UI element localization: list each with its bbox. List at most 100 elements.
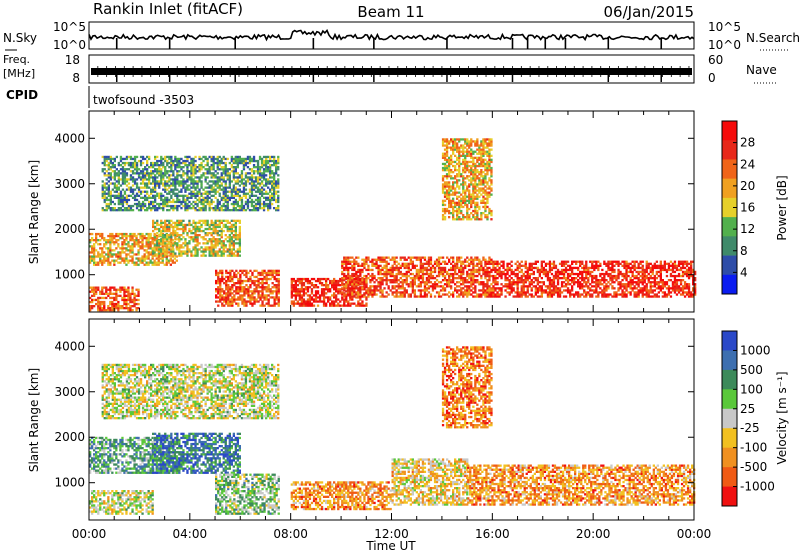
range-cell <box>125 299 127 301</box>
range-cell <box>406 263 408 265</box>
range-cell <box>442 289 444 291</box>
range-cell <box>103 257 105 259</box>
range-cell <box>460 287 462 289</box>
range-cell <box>535 289 537 291</box>
range-cell <box>482 257 484 259</box>
range-cell <box>676 281 678 283</box>
range-cell <box>642 271 644 273</box>
range-cell <box>470 261 472 263</box>
range-cell <box>105 291 107 293</box>
range-cell <box>375 259 377 261</box>
range-cell <box>490 261 492 263</box>
range-cell <box>174 180 176 182</box>
range-cell <box>127 249 129 251</box>
range-cell <box>519 293 521 295</box>
range-cell <box>547 279 549 281</box>
range-cell <box>416 277 418 279</box>
range-cell <box>205 234 207 236</box>
range-cell <box>150 235 152 237</box>
range-cell <box>599 279 601 281</box>
range-cell <box>293 294 295 296</box>
range-cell <box>211 224 213 226</box>
range-cell <box>190 166 192 168</box>
range-cell <box>357 291 359 293</box>
range-cell <box>188 250 190 252</box>
range-cell <box>170 197 172 199</box>
range-cell <box>164 180 166 182</box>
range-cell <box>142 187 144 189</box>
range-cell <box>660 289 662 291</box>
range-cell <box>533 263 535 265</box>
range-cell <box>112 209 114 211</box>
range-cell <box>105 247 107 249</box>
range-cell <box>674 287 676 289</box>
range-cell <box>373 275 375 277</box>
range-cell <box>176 162 178 164</box>
range-cell <box>353 295 355 297</box>
range-cell <box>571 293 573 295</box>
range-cell <box>509 269 511 271</box>
range-cell <box>186 197 188 199</box>
range-cell <box>227 296 229 298</box>
range-cell <box>180 224 182 226</box>
range-cell <box>494 281 496 283</box>
range-cell <box>233 296 235 298</box>
range-cell <box>227 228 229 230</box>
range-cell <box>640 291 642 293</box>
range-cell <box>408 295 410 297</box>
range-cell <box>428 273 430 275</box>
range-cell <box>123 297 125 299</box>
range-cell <box>464 267 466 269</box>
range-cell <box>154 178 156 180</box>
range-cell <box>648 295 650 297</box>
range-cell <box>135 253 137 255</box>
range-cell <box>351 257 353 259</box>
range-cell <box>154 184 156 186</box>
range-cell <box>138 191 140 193</box>
range-cell <box>231 248 233 250</box>
range-cell <box>118 170 120 172</box>
range-cell <box>274 290 276 292</box>
range-cell <box>125 237 127 239</box>
range-cell <box>129 237 131 239</box>
range-cell <box>642 283 644 285</box>
range-cell <box>466 281 468 283</box>
range-cell <box>152 224 154 226</box>
range-cell <box>186 164 188 166</box>
range-cell <box>168 178 170 180</box>
range-cell <box>642 275 644 277</box>
range-cell <box>217 240 219 242</box>
range-cell <box>118 197 120 199</box>
range-cell <box>311 288 313 290</box>
range-cell <box>573 273 575 275</box>
range-cell <box>625 261 627 263</box>
range-cell <box>227 305 229 307</box>
range-cell <box>211 246 213 248</box>
range-cell <box>91 299 93 301</box>
range-cell <box>108 193 110 195</box>
range-cell <box>474 269 476 271</box>
range-cell <box>117 301 119 303</box>
range-cell <box>577 275 579 277</box>
range-cell <box>682 267 684 269</box>
range-cell <box>466 273 468 275</box>
range-cell <box>162 162 164 164</box>
range-cell <box>488 261 490 263</box>
range-cell <box>113 289 115 291</box>
range-cell <box>680 287 682 289</box>
range-cell <box>551 291 553 293</box>
range-cell <box>162 182 164 184</box>
range-cell <box>480 265 482 267</box>
range-cell <box>688 291 690 293</box>
range-cell <box>521 279 523 281</box>
range-cell <box>613 275 615 277</box>
range-cell <box>656 283 658 285</box>
range-cell <box>470 281 472 283</box>
range-cell <box>644 277 646 279</box>
range-cell <box>303 288 305 290</box>
range-cell <box>466 289 468 291</box>
range-cell <box>190 180 192 182</box>
range-cell <box>158 168 160 170</box>
range-cell <box>595 291 597 293</box>
range-cell <box>529 283 531 285</box>
